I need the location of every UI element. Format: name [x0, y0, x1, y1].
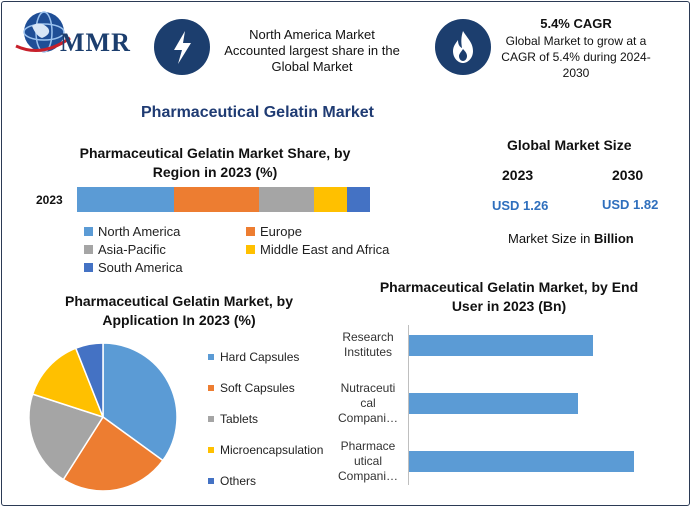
pie-slice-2	[28, 393, 105, 481]
global-size-year-2023: 2023	[502, 167, 534, 183]
cagr-heading: 5.4% CAGR	[540, 16, 612, 31]
region-legend-item: Middle East and Africa	[246, 242, 389, 257]
end-user-bar-1	[409, 393, 578, 414]
end-user-axis	[408, 325, 409, 485]
globe-icon	[15, 11, 71, 53]
legend-swatch	[84, 263, 93, 272]
global-size-year-2030: 2030	[612, 167, 644, 183]
legend-label: Microencapsulation	[220, 443, 324, 457]
legend-swatch	[84, 245, 93, 254]
global-size-title: Global Market Size	[507, 137, 632, 153]
application-legend-item: Hard Capsules	[208, 350, 299, 364]
global-size-value-2030: USD 1.82	[602, 197, 659, 212]
legend-swatch	[246, 245, 255, 254]
header-card-1-text: North America Market Accounted largest s…	[224, 27, 400, 74]
lightning-badge	[154, 19, 210, 75]
region-legend-item: Asia-Pacific	[84, 242, 166, 257]
legend-swatch	[84, 227, 93, 236]
legend-label: North America	[98, 224, 181, 239]
legend-swatch	[208, 416, 214, 422]
end-user-bar-0	[409, 335, 593, 356]
logo: MMR	[12, 8, 142, 64]
legend-label: Asia-Pacific	[98, 242, 166, 257]
region-legend-item: South America	[84, 260, 183, 275]
region-bar-segment-3	[314, 187, 347, 212]
end-user-bar-2	[409, 451, 634, 472]
header-card-2-text: 5.4% CAGR Global Market to grow at a CAG…	[496, 16, 656, 81]
pie-slice-4	[74, 342, 104, 418]
pie-slice-3	[31, 347, 105, 419]
market-size-note: Market Size in Billion	[508, 231, 634, 246]
logo-text: MMR	[60, 28, 131, 57]
region-legend-item: North America	[84, 224, 180, 239]
legend-label: South America	[98, 260, 183, 275]
application-legend-item: Tablets	[208, 412, 258, 426]
end-user-category-label: Research Institutes	[342, 330, 394, 359]
legend-label: Hard Capsules	[220, 350, 300, 364]
application-legend-item: Others	[208, 474, 256, 488]
region-legend-item: Europe	[246, 224, 302, 239]
legend-swatch	[246, 227, 255, 236]
region-bar-segment-2	[258, 187, 315, 212]
legend-swatch	[208, 447, 214, 453]
end-user-category-label: Nutraceuti cal Compani…	[337, 380, 399, 425]
region-chart-title: Pharmaceutical Gelatin Market Share, by …	[79, 145, 351, 180]
legend-label: Middle East and Africa	[260, 242, 390, 257]
application-legend-item: Microencapsulation	[208, 443, 323, 457]
end-user-category-label: Pharmace utical Compani…	[337, 438, 399, 483]
application-legend-item: Soft Capsules	[208, 381, 295, 395]
pie-slice-1	[62, 415, 164, 492]
pie-slice-0	[102, 342, 178, 462]
legend-label: Others	[220, 474, 257, 488]
region-stacked-bar	[77, 187, 370, 212]
region-bar-segment-1	[173, 187, 259, 212]
global-size-value-2023: USD 1.26	[492, 198, 549, 213]
region-bar-segment-4	[346, 187, 370, 212]
page-title: Pharmaceutical Gelatin Market	[141, 104, 374, 121]
region-bar-segment-0	[77, 187, 174, 212]
region-year-label: 2023	[36, 193, 63, 207]
flame-badge	[435, 19, 491, 75]
legend-label: Soft Capsules	[220, 381, 295, 395]
application-pie	[28, 342, 178, 492]
application-chart-title: Pharmaceutical Gelatin Market, by Applic…	[65, 293, 293, 328]
legend-label: Tablets	[220, 412, 259, 426]
legend-swatch	[208, 385, 214, 391]
lightning-icon	[174, 31, 191, 64]
end-user-chart-title: Pharmaceutical Gelatin Market, by End Us…	[379, 279, 639, 314]
legend-swatch	[208, 354, 214, 360]
legend-swatch	[208, 478, 214, 484]
legend-label: Europe	[260, 224, 302, 239]
end-user-bars: Research Institutes Nutraceuti cal Compani… P…	[330, 325, 670, 485]
flame-icon	[453, 31, 473, 63]
